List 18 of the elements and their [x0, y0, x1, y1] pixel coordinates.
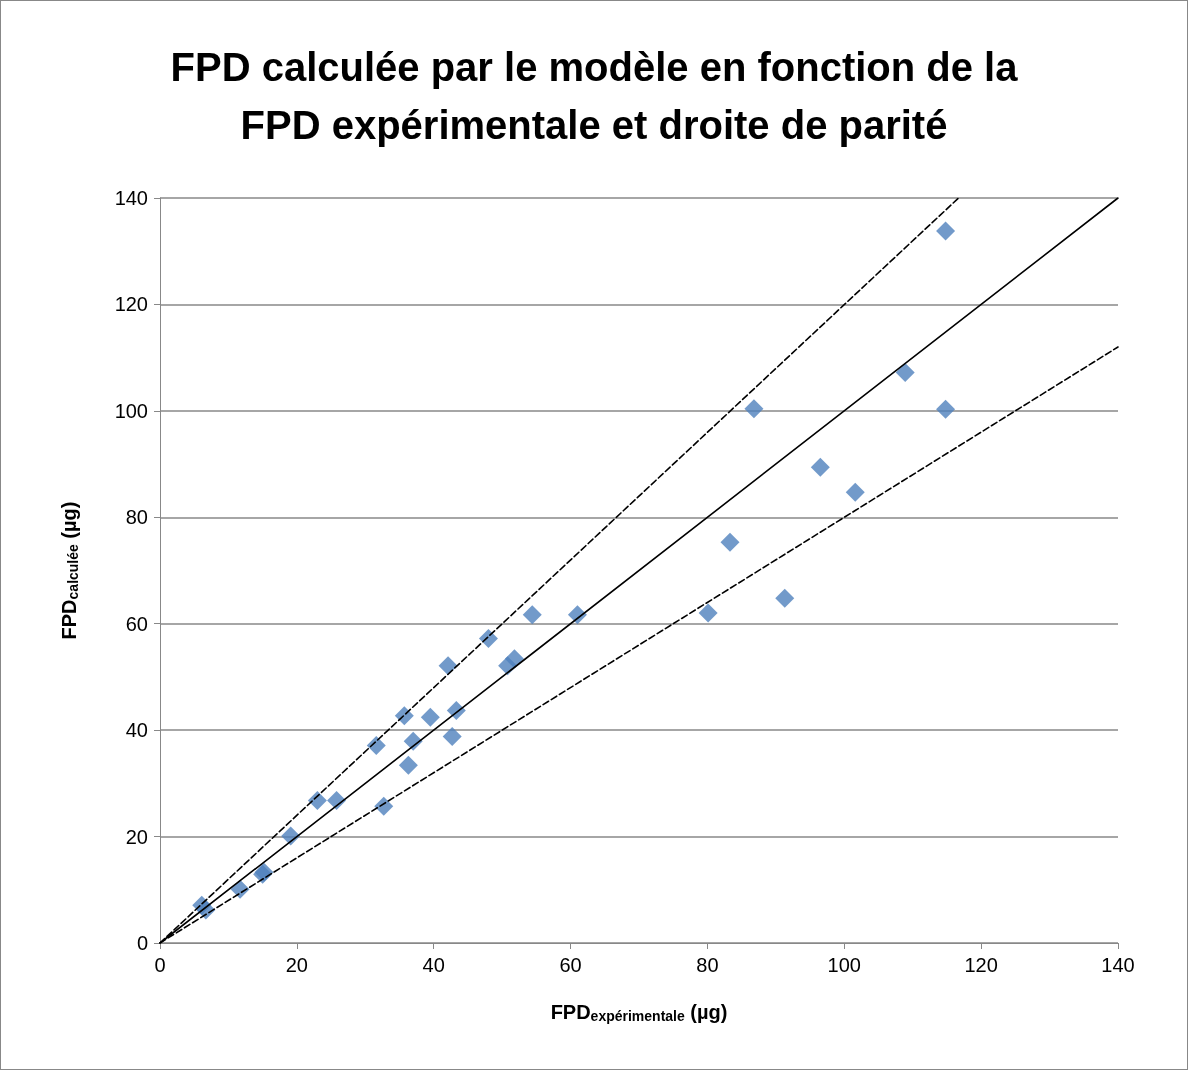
x-tick-label: 60 [559, 954, 582, 976]
x-tick-label: 100 [827, 954, 861, 976]
y-axis-title: FPDcalculée (µg) [58, 501, 81, 640]
y-tick-label: 40 [125, 719, 148, 742]
y-tick-label: 100 [114, 399, 148, 422]
x-tick-label: 140 [1101, 954, 1135, 976]
x-tick-label: 120 [964, 954, 998, 976]
chart-title: FPD calculée par le modèle en fonction de la FPD expérimentale et droite de parité [170, 45, 1019, 147]
y-tick-label: 0 [136, 932, 148, 954]
y-tick-label: 80 [125, 506, 148, 529]
x-tick-label: 20 [285, 954, 308, 976]
x-tick-label: 80 [696, 954, 719, 976]
y-tick-label: 140 [114, 187, 148, 209]
y-tick-label: 120 [114, 293, 148, 316]
x-tick-label: 40 [422, 954, 445, 976]
y-tick-label: 20 [125, 825, 148, 848]
y-tick-label: 60 [125, 612, 148, 635]
x-tick-label: 0 [154, 954, 166, 976]
